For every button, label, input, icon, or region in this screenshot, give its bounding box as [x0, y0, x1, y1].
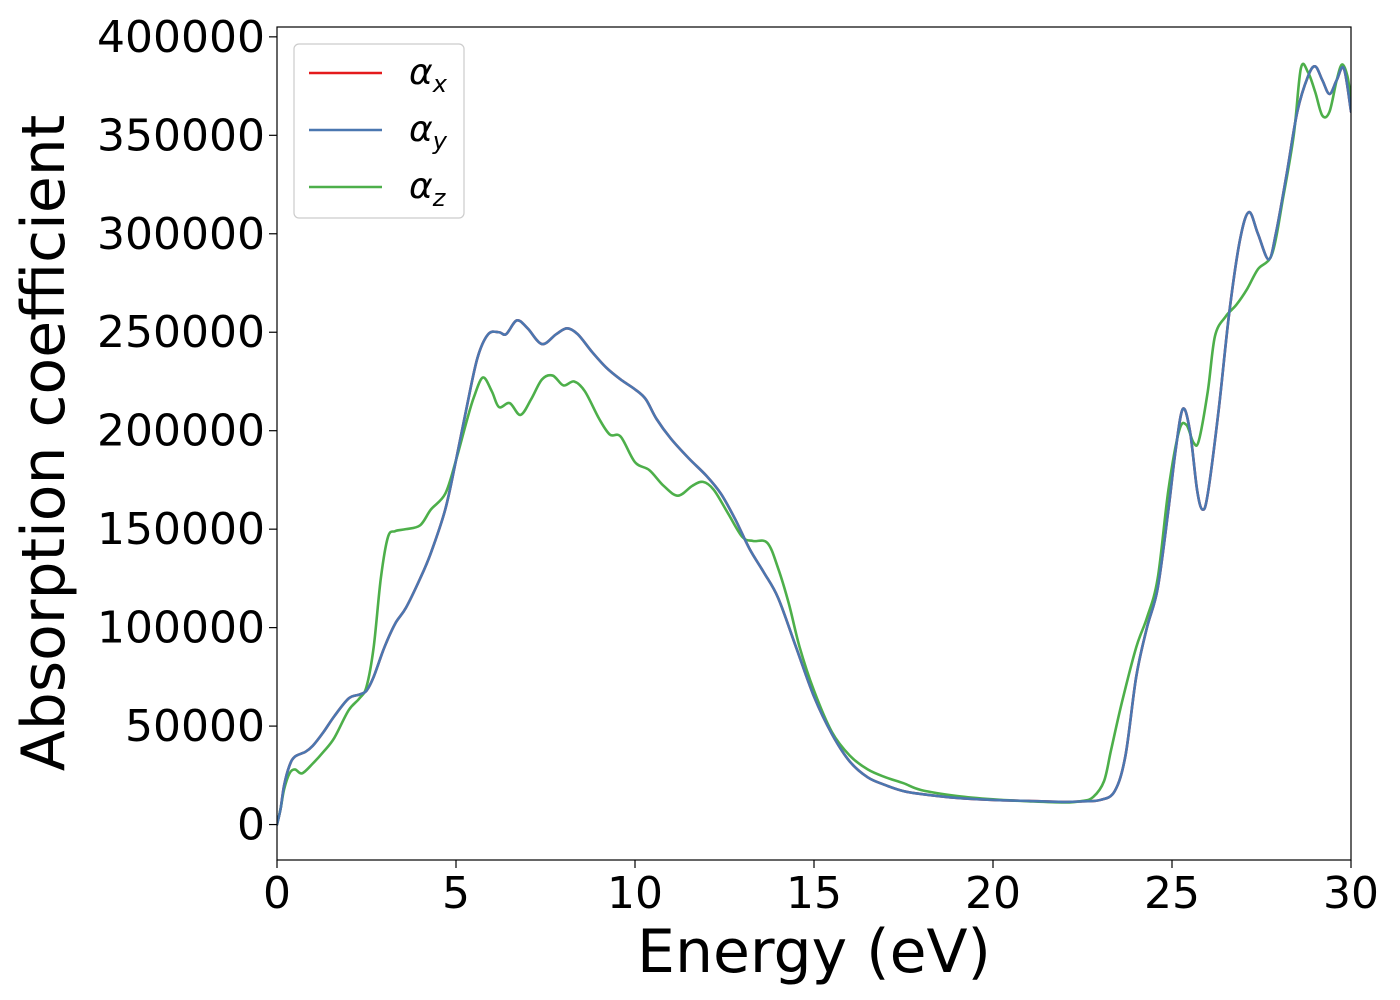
y-tick-label: 0 [237, 800, 265, 851]
y-axis-label: Absorption coefficient [9, 115, 79, 772]
x-axis: 0 5 10 15 20 25 30 [263, 860, 1379, 919]
series-layer [277, 62, 1351, 826]
x-tick-label: 5 [442, 868, 470, 919]
y-tick-label: 250000 [97, 307, 265, 358]
y-tick-label: 100000 [97, 603, 265, 654]
y-tick-label: 300000 [97, 209, 265, 260]
x-tick-label: 15 [786, 868, 842, 919]
x-axis-label: Energy (eV) [637, 917, 991, 987]
y-tick-label: 400000 [97, 12, 265, 63]
x-tick-label: 25 [1144, 868, 1200, 919]
legend-label-x: αx [409, 52, 448, 98]
y-tick-label: 350000 [97, 110, 265, 161]
series-line-z [277, 62, 1351, 826]
y-tick-label: 50000 [125, 701, 265, 752]
y-axis: 0 50000 100000 150000 200000 250000 300000 3500… [97, 12, 277, 851]
x-tick-label: 20 [965, 868, 1021, 919]
legend-label-y: αy [409, 109, 448, 155]
legend-label-z: αz [409, 166, 447, 212]
legend: αx αy αz [293, 43, 465, 219]
x-tick-label: 0 [263, 868, 291, 919]
x-tick-label: 30 [1323, 868, 1379, 919]
y-tick-label: 200000 [97, 406, 265, 457]
series-line-y [277, 65, 1351, 826]
y-tick-label: 150000 [97, 504, 265, 555]
x-tick-label: 10 [607, 868, 663, 919]
